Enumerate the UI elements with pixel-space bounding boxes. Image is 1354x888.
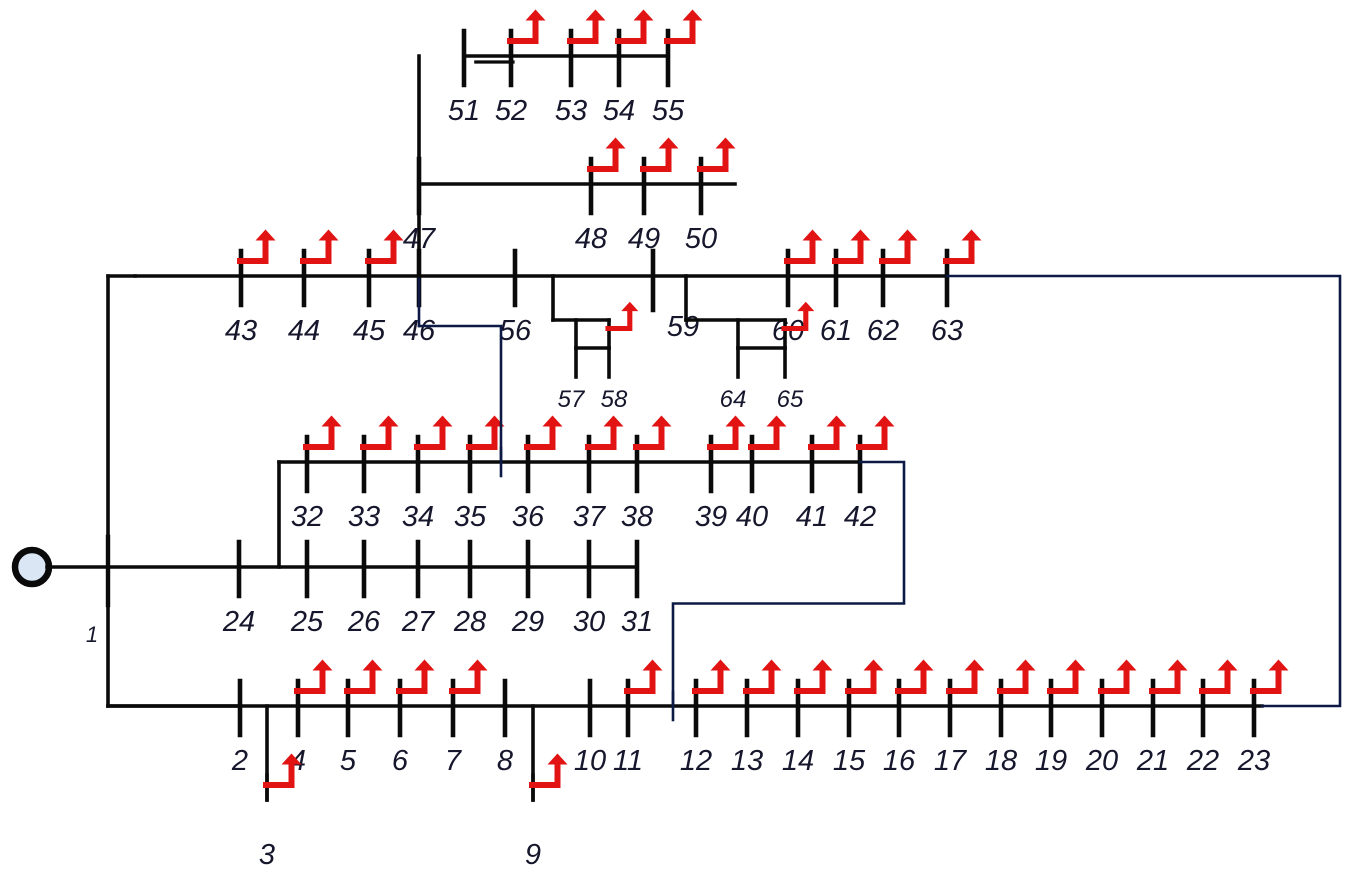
svg-text:35: 35 [454,501,487,533]
svg-text:13: 13 [731,745,763,777]
svg-text:50: 50 [685,223,717,255]
svg-text:59: 59 [667,311,699,343]
svg-text:17: 17 [934,745,968,777]
svg-text:11: 11 [613,745,643,777]
svg-text:26: 26 [347,606,381,638]
svg-text:41: 41 [796,501,828,533]
svg-text:27: 27 [401,606,436,638]
svg-text:65: 65 [777,386,804,413]
svg-text:62: 62 [867,315,899,347]
svg-text:56: 56 [499,315,532,347]
svg-text:25: 25 [290,606,324,638]
svg-text:45: 45 [353,315,386,347]
svg-text:6: 6 [392,745,409,777]
svg-text:36: 36 [512,501,545,533]
svg-text:3: 3 [259,839,275,871]
svg-text:12: 12 [680,745,712,777]
svg-text:63: 63 [931,315,963,347]
svg-text:33: 33 [348,501,380,533]
svg-text:61: 61 [820,315,852,347]
svg-text:14: 14 [782,745,814,777]
svg-text:21: 21 [1136,745,1169,777]
svg-text:52: 52 [495,95,527,127]
svg-text:18: 18 [985,745,1017,777]
svg-text:40: 40 [736,501,768,533]
svg-text:7: 7 [445,745,463,777]
svg-text:64: 64 [720,386,747,413]
svg-text:10: 10 [574,745,606,777]
svg-text:31: 31 [621,606,653,638]
svg-text:15: 15 [833,745,866,777]
svg-text:32: 32 [291,501,323,533]
svg-text:24: 24 [222,606,255,638]
svg-text:37: 37 [573,501,607,533]
svg-text:23: 23 [1237,745,1270,777]
svg-text:2: 2 [231,745,248,777]
svg-text:8: 8 [497,745,513,777]
svg-text:19: 19 [1035,745,1067,777]
svg-text:51: 51 [448,95,480,127]
svg-text:58: 58 [601,386,628,413]
svg-text:55: 55 [652,95,685,127]
svg-text:28: 28 [453,606,486,638]
svg-text:34: 34 [402,501,434,533]
svg-text:48: 48 [575,223,607,255]
svg-text:54: 54 [603,95,635,127]
svg-text:38: 38 [621,501,653,533]
svg-text:20: 20 [1085,745,1118,777]
svg-text:9: 9 [525,839,541,871]
svg-text:30: 30 [573,606,605,638]
svg-text:39: 39 [695,501,727,533]
svg-text:44: 44 [288,315,320,347]
svg-text:1: 1 [86,622,98,647]
svg-text:29: 29 [511,606,544,638]
svg-text:47: 47 [403,223,437,255]
svg-text:5: 5 [340,745,357,777]
svg-text:49: 49 [628,223,660,255]
svg-text:43: 43 [225,315,257,347]
svg-text:57: 57 [558,386,586,413]
svg-text:42: 42 [844,501,876,533]
svg-text:22: 22 [1186,745,1219,777]
svg-text:53: 53 [555,95,587,127]
svg-text:16: 16 [883,745,916,777]
